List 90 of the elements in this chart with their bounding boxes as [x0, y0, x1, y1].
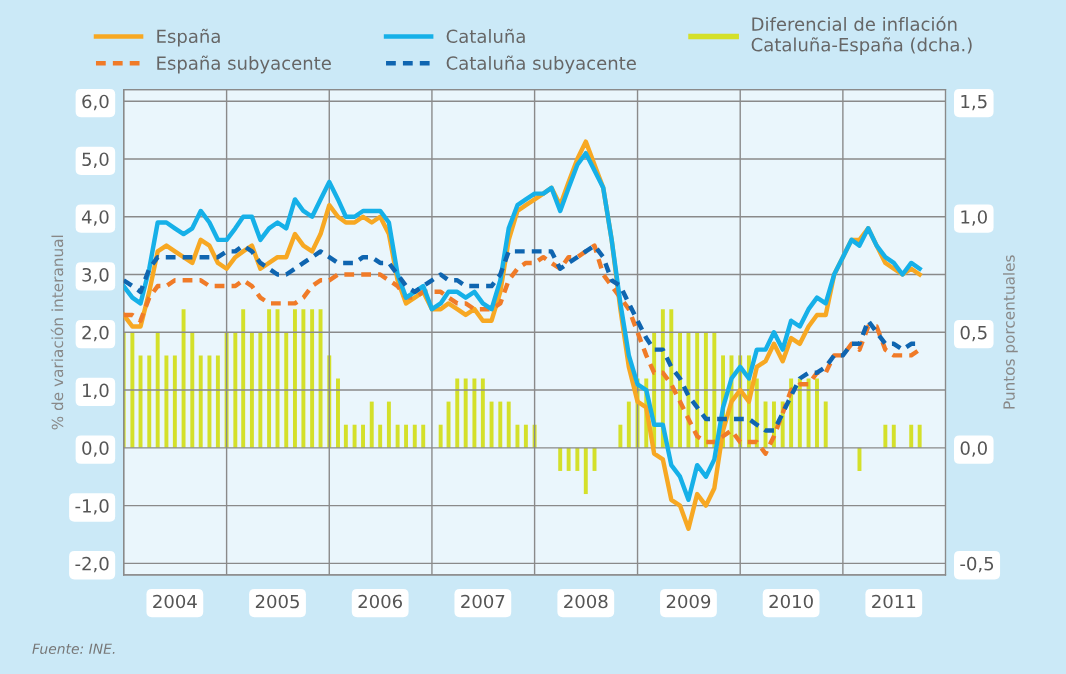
x-tick-label: 2004 — [153, 594, 197, 609]
y-tick-label: -2,0 — [75, 556, 109, 573]
bar — [386, 401, 391, 448]
bar — [712, 332, 717, 448]
x-tick-label: 2009 — [666, 594, 711, 609]
bar — [190, 332, 195, 448]
bar — [284, 332, 289, 448]
y-tick-label: 6,0 — [82, 94, 109, 111]
x-tick-label: 2010 — [769, 594, 813, 609]
bar — [395, 424, 400, 448]
y2-axis-title: Puntos porcentuales — [1002, 255, 1018, 409]
bar — [618, 424, 623, 448]
y2-tick-label: 1,0 — [961, 210, 987, 226]
bar — [267, 309, 272, 448]
bar — [181, 309, 186, 448]
bar — [583, 447, 588, 495]
bar — [489, 401, 494, 448]
bar — [515, 424, 520, 448]
bar — [310, 309, 315, 448]
bar — [917, 424, 922, 448]
y-axis-title: % de variación interanual — [50, 235, 64, 430]
bar — [815, 378, 819, 448]
bar — [909, 424, 914, 448]
y2-tick-label: 0,0 — [960, 441, 987, 457]
y2-tick-label: -0,5 — [960, 556, 994, 573]
y-tick-label: 3,0 — [82, 267, 109, 284]
bar — [472, 378, 477, 448]
bar — [421, 424, 426, 448]
bar — [318, 309, 323, 448]
x-tick-label: 2007 — [461, 594, 505, 609]
bar — [438, 424, 443, 448]
y-tick-label: 1,0 — [83, 383, 109, 400]
bar — [343, 424, 348, 448]
bar — [336, 378, 340, 448]
bar — [292, 309, 297, 448]
bar — [130, 332, 135, 448]
y2-tick-label: 1,5 — [961, 94, 987, 111]
y-tick-label: 0,0 — [82, 441, 109, 457]
bar — [883, 424, 888, 448]
bar — [463, 378, 468, 448]
bar — [147, 355, 152, 448]
bar — [164, 355, 169, 448]
legend-label: Cataluña — [446, 28, 525, 44]
bar — [823, 401, 828, 448]
bar — [626, 401, 631, 448]
legend-label: España — [157, 28, 220, 47]
bar — [249, 332, 254, 448]
x-tick-label: 2008 — [564, 594, 608, 609]
bar — [703, 332, 708, 448]
bar — [575, 447, 580, 471]
bar — [361, 424, 365, 448]
bar — [378, 424, 383, 448]
bar — [412, 424, 417, 448]
y-tick-label: -1,0 — [75, 499, 109, 515]
x-tick-label: 2005 — [255, 594, 299, 609]
y-tick-label: 5,0 — [82, 152, 109, 168]
bar — [155, 332, 160, 448]
bar — [566, 447, 571, 471]
bar — [455, 378, 460, 448]
bar — [123, 332, 126, 448]
source-note: Fuente: INE. — [32, 643, 115, 654]
legend-label: Diferencial de inflación Cataluña-España (dcha.) — [751, 16, 972, 55]
legend-label: España subyacente — [157, 55, 331, 74]
legend-label: Cataluña subyacente — [446, 55, 636, 74]
y-tick-label: 2,0 — [82, 325, 109, 342]
bar — [369, 401, 374, 448]
bar — [301, 309, 306, 448]
bar — [506, 401, 511, 448]
bar — [404, 424, 409, 448]
bar — [241, 309, 246, 448]
bar — [352, 424, 357, 448]
bar — [207, 355, 212, 448]
y-tick-label: 4,0 — [81, 210, 109, 226]
bar — [523, 424, 528, 448]
bar — [138, 355, 143, 448]
bar — [172, 355, 177, 448]
bar — [806, 378, 811, 448]
x-tick-label: 2011 — [872, 594, 916, 609]
bar — [498, 401, 503, 448]
bar — [797, 378, 802, 448]
x-tick-label: 2006 — [358, 594, 403, 609]
bar — [215, 355, 220, 448]
bar — [558, 447, 563, 471]
bar — [233, 332, 238, 448]
bar — [669, 309, 674, 448]
bar — [258, 332, 263, 448]
bar — [198, 355, 203, 448]
bar — [480, 378, 485, 448]
y2-tick-label: 0,5 — [960, 325, 987, 342]
bar — [891, 424, 896, 448]
